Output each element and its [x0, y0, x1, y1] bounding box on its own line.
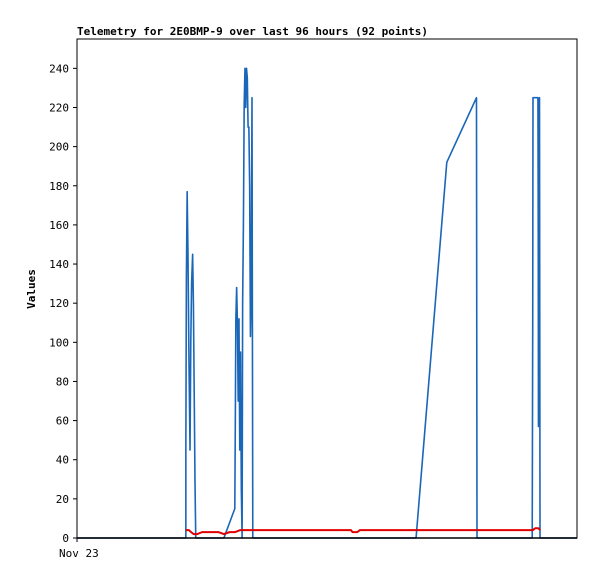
series-line-2	[185, 527, 541, 536]
y-tick-label: 140	[49, 258, 69, 271]
chart-title: Telemetry for 2E0BMP-9 over last 96 hour…	[77, 25, 428, 38]
plot-frame	[76, 38, 578, 539]
y-tick-label: 220	[49, 101, 69, 114]
y-tick-label: 120	[49, 297, 69, 310]
y-tick-label: 80	[56, 375, 69, 388]
y-tick-label: 240	[49, 62, 69, 75]
y-tick-label: 0	[62, 532, 69, 545]
series-layer	[77, 67, 577, 539]
y-tick-label: 20	[56, 493, 69, 506]
y-axis: 0 20 40 60 80 100 120 140 160 180 200 220 240	[49, 62, 77, 545]
y-tick-label: 60	[56, 415, 69, 428]
x-tick-label: Nov 23	[59, 547, 99, 560]
y-tick-label: 160	[49, 219, 69, 232]
y-tick-label: 40	[56, 454, 69, 467]
y-tick-label: 200	[49, 141, 69, 154]
y-tick-label: 100	[49, 336, 69, 349]
y-tick-label: 180	[49, 180, 69, 193]
y-axis-label: Values	[25, 269, 38, 309]
